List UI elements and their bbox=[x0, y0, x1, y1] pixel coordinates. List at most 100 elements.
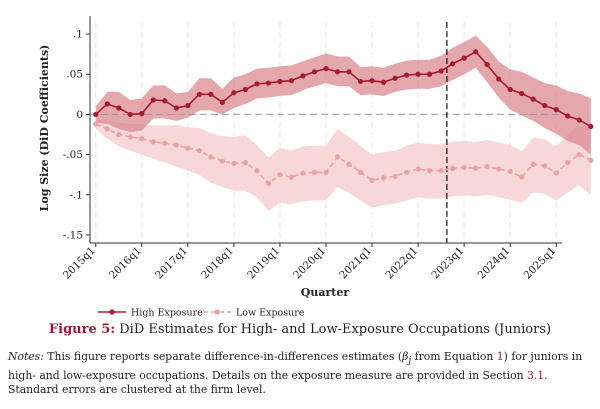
confidence-band-low bbox=[95, 119, 591, 211]
point-low-9 bbox=[196, 147, 202, 154]
point-high-3 bbox=[127, 111, 133, 118]
point-low-16 bbox=[277, 172, 283, 178]
point-low-2 bbox=[116, 131, 122, 138]
y-tick-label-0: .1 bbox=[73, 29, 83, 41]
notes-beta-subscript: j bbox=[408, 356, 412, 367]
point-high-38 bbox=[530, 96, 536, 102]
point-low-22 bbox=[346, 161, 352, 167]
equation-ref-link[interactable]: 1 bbox=[496, 350, 504, 363]
point-high-29 bbox=[427, 71, 433, 77]
point-high-0 bbox=[93, 111, 99, 118]
notes-text-2: from Equation bbox=[411, 350, 497, 363]
point-low-24 bbox=[369, 177, 375, 183]
point-low-33 bbox=[473, 165, 479, 171]
x-tick-label-2: 2017q1 bbox=[153, 245, 190, 282]
legend: High Exposure Low Exposure bbox=[98, 308, 305, 319]
point-low-34 bbox=[484, 164, 490, 170]
point-low-19 bbox=[311, 169, 318, 175]
confidence-band-high bbox=[95, 35, 591, 155]
point-high-24 bbox=[369, 78, 375, 84]
point-high-10 bbox=[208, 91, 214, 97]
point-low-43 bbox=[588, 157, 594, 163]
x-tick-label-1: 2016q1 bbox=[107, 245, 144, 282]
axes bbox=[86, 16, 562, 247]
x-tick-label-5: 2020q1 bbox=[291, 245, 328, 282]
point-low-38 bbox=[530, 161, 536, 167]
point-low-18 bbox=[300, 170, 306, 176]
point-low-36 bbox=[507, 168, 513, 175]
y-tick-label-3: -.05 bbox=[63, 149, 83, 161]
x-tick-label-7: 2022q1 bbox=[383, 245, 420, 282]
point-high-6 bbox=[162, 98, 168, 104]
point-high-7 bbox=[173, 105, 179, 111]
caption-text: DiD Estimates for High- and Low-Exposure… bbox=[115, 322, 552, 337]
point-high-39 bbox=[542, 102, 548, 109]
point-low-23 bbox=[357, 169, 364, 175]
x-tick-label-4: 2019q1 bbox=[245, 245, 282, 282]
y-axis-title: Log Size (DiD Coefficients) bbox=[38, 45, 51, 212]
y-tick-label-1: .05 bbox=[66, 69, 83, 81]
point-low-0 bbox=[93, 121, 99, 127]
point-high-40 bbox=[553, 107, 559, 113]
did-chart: .1 .05 0 -.05 -.1 -.15 2015q1 2016q1 2017q1 2018q… bbox=[38, 16, 594, 319]
point-low-21 bbox=[334, 154, 341, 160]
point-low-41 bbox=[565, 160, 571, 166]
x-tick-label-3: 2018q1 bbox=[199, 245, 236, 282]
notes-beta: β bbox=[402, 350, 409, 363]
point-high-36 bbox=[507, 86, 513, 93]
point-high-1 bbox=[104, 101, 110, 107]
notes-label: Notes: bbox=[8, 350, 44, 363]
point-high-41 bbox=[565, 113, 571, 119]
notes-text-4: . Standard errors are clustered at the f… bbox=[8, 368, 548, 397]
point-low-27 bbox=[403, 169, 410, 175]
x-tick-label-0: 2015q1 bbox=[61, 245, 98, 282]
chart-canvas: .1 .05 0 -.05 -.1 -.15 2015q1 2016q1 2017q1 2018q… bbox=[38, 16, 594, 319]
point-low-35 bbox=[496, 166, 502, 172]
point-low-26 bbox=[392, 173, 398, 179]
point-low-5 bbox=[150, 139, 156, 145]
confidence-bands bbox=[95, 35, 591, 211]
point-high-12 bbox=[231, 90, 237, 96]
figure-caption: Figure 5: DiD Estimates for High- and Lo… bbox=[0, 322, 600, 337]
y-tick-label-4: -.1 bbox=[69, 189, 83, 201]
point-low-12 bbox=[231, 160, 237, 167]
point-low-17 bbox=[288, 174, 295, 180]
point-high-13 bbox=[242, 86, 249, 93]
legend-low-label: Low Exposure bbox=[236, 308, 305, 319]
point-low-20 bbox=[323, 169, 329, 175]
point-high-30 bbox=[438, 68, 444, 74]
point-low-6 bbox=[162, 140, 168, 146]
point-high-8 bbox=[185, 102, 191, 109]
point-high-23 bbox=[357, 78, 364, 85]
point-low-29 bbox=[427, 168, 433, 174]
point-low-11 bbox=[219, 158, 225, 164]
legend-high-label: High Exposure bbox=[131, 308, 203, 319]
legend-high-marker bbox=[109, 309, 115, 315]
point-low-37 bbox=[519, 174, 525, 180]
point-high-18 bbox=[300, 73, 306, 79]
y-tick-label-5: -.15 bbox=[63, 229, 83, 241]
point-high-35 bbox=[496, 76, 502, 82]
point-high-9 bbox=[196, 91, 202, 97]
point-low-42 bbox=[576, 152, 582, 158]
point-low-28 bbox=[415, 166, 421, 172]
x-axis-title: Quarter bbox=[301, 286, 350, 299]
figure-notes: Notes: This figure reports separate diff… bbox=[8, 350, 596, 398]
series-points bbox=[93, 49, 594, 187]
section-ref-link[interactable]: 3.1 bbox=[527, 368, 545, 382]
point-low-40 bbox=[553, 170, 559, 176]
point-high-16 bbox=[277, 78, 283, 85]
point-high-26 bbox=[392, 75, 398, 81]
point-high-15 bbox=[265, 80, 272, 86]
point-high-22 bbox=[346, 69, 352, 75]
point-high-4 bbox=[139, 111, 145, 117]
point-low-15 bbox=[265, 180, 272, 187]
point-high-25 bbox=[380, 79, 387, 85]
point-low-30 bbox=[438, 168, 444, 174]
x-tick-label-8: 2023q1 bbox=[429, 245, 466, 282]
point-low-3 bbox=[127, 134, 133, 140]
x-tick-label-6: 2021q1 bbox=[337, 245, 374, 282]
point-high-31 bbox=[450, 61, 456, 67]
x-tick-label-9: 2024q1 bbox=[475, 245, 512, 282]
point-low-1 bbox=[104, 126, 110, 132]
